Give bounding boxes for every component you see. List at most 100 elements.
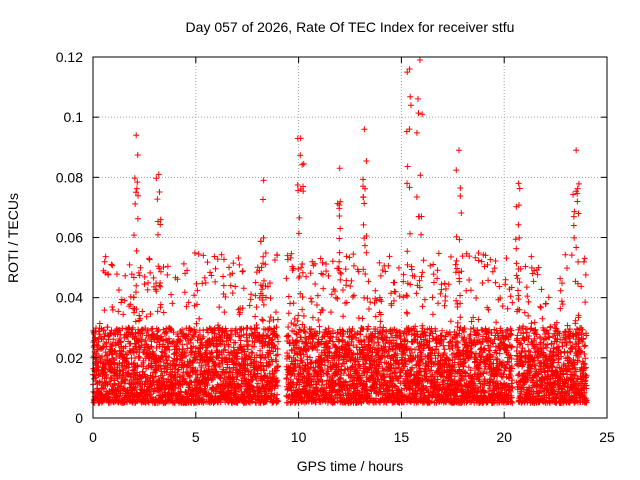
data-point xyxy=(101,307,108,314)
data-point xyxy=(118,362,125,369)
data-point xyxy=(300,312,307,319)
data-point xyxy=(499,302,506,309)
data-point xyxy=(187,327,194,334)
data-point xyxy=(259,316,266,323)
data-point xyxy=(427,262,434,269)
data-point xyxy=(179,372,186,379)
data-point xyxy=(340,313,347,320)
data-point xyxy=(127,301,134,308)
data-point xyxy=(101,364,108,371)
data-point xyxy=(131,348,138,355)
data-point xyxy=(262,250,269,256)
data-point xyxy=(349,293,356,300)
data-point xyxy=(386,253,393,260)
data-point xyxy=(169,300,176,307)
data-point xyxy=(154,328,161,335)
data-point xyxy=(174,276,181,283)
data-point xyxy=(181,375,188,382)
data-point xyxy=(186,372,193,379)
data-point xyxy=(109,303,116,310)
data-point xyxy=(152,373,159,380)
data-point xyxy=(183,349,190,356)
data-point xyxy=(365,278,372,285)
data-point xyxy=(315,316,322,323)
data-point xyxy=(129,324,136,331)
data-point xyxy=(101,258,108,265)
data-point xyxy=(252,313,259,320)
data-point xyxy=(194,367,201,374)
scatter-points xyxy=(90,57,590,406)
data-point xyxy=(475,316,482,323)
data-point xyxy=(419,303,426,310)
data-point xyxy=(187,339,194,346)
data-point xyxy=(211,253,218,260)
data-point xyxy=(131,385,138,392)
data-point xyxy=(295,265,302,272)
data-point xyxy=(457,314,464,321)
data-point xyxy=(239,268,246,275)
data-point xyxy=(162,353,169,360)
data-point xyxy=(108,261,115,268)
data-point xyxy=(168,291,175,298)
data-point xyxy=(480,370,487,377)
data-point xyxy=(309,314,316,321)
data-point xyxy=(119,372,126,379)
data-point xyxy=(472,254,479,261)
data-point xyxy=(372,295,379,302)
data-point xyxy=(137,315,144,322)
data-point xyxy=(365,306,372,313)
data-point xyxy=(185,331,192,338)
data-point xyxy=(137,264,144,271)
data-point xyxy=(334,295,341,302)
data-point xyxy=(189,348,196,355)
data-point xyxy=(507,293,514,300)
data-point xyxy=(105,270,112,277)
data-point xyxy=(125,364,132,371)
data-point xyxy=(170,329,177,336)
data-point xyxy=(316,323,323,330)
data-point xyxy=(266,318,273,325)
data-point xyxy=(429,311,436,318)
data-point xyxy=(111,360,118,367)
data-point xyxy=(272,309,279,316)
data-point xyxy=(136,354,143,361)
data-point xyxy=(229,289,236,296)
data-point xyxy=(253,269,260,276)
data-point xyxy=(430,261,437,268)
data-point xyxy=(333,294,340,301)
data-point xyxy=(240,285,247,292)
data-point xyxy=(118,299,125,306)
data-point xyxy=(475,257,482,264)
data-point xyxy=(114,364,121,371)
data-point xyxy=(165,354,172,361)
data-point xyxy=(102,253,109,260)
data-point xyxy=(169,368,176,375)
data-point xyxy=(385,262,392,269)
data-point xyxy=(96,331,103,338)
data-point xyxy=(115,382,122,389)
data-point xyxy=(246,302,253,309)
data-point xyxy=(120,311,127,318)
data-point xyxy=(230,260,237,267)
data-point xyxy=(147,310,154,317)
data-point xyxy=(166,346,173,353)
data-point xyxy=(95,328,102,335)
data-point xyxy=(299,306,306,313)
data-point xyxy=(193,320,200,327)
data-point xyxy=(323,261,330,268)
data-point xyxy=(172,362,179,369)
data-point xyxy=(227,282,234,289)
data-point xyxy=(347,283,354,290)
data-point xyxy=(196,315,203,322)
data-point xyxy=(221,309,228,316)
data-point xyxy=(183,303,190,310)
data-point xyxy=(139,330,146,337)
data-point xyxy=(194,301,201,308)
data-point xyxy=(485,277,492,284)
data-point xyxy=(167,326,174,333)
data-point xyxy=(441,302,448,309)
data-point xyxy=(420,257,427,264)
data-point xyxy=(396,293,403,300)
data-point xyxy=(329,258,336,265)
data-point xyxy=(175,366,182,373)
